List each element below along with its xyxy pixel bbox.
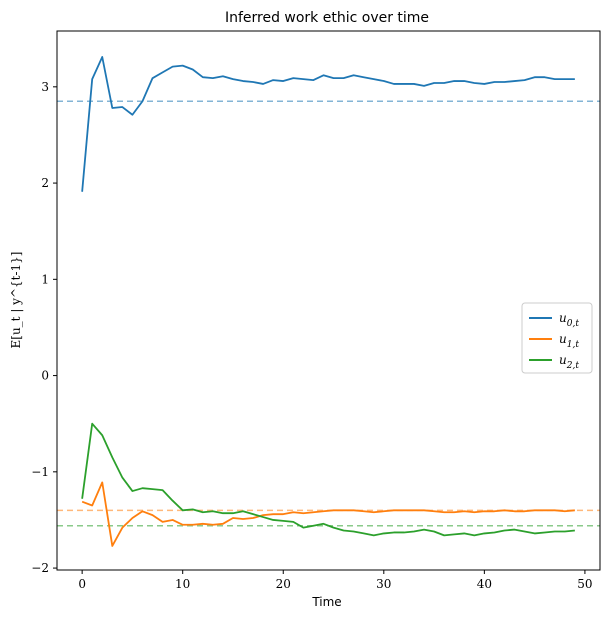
series-line-1 (81, 481, 575, 547)
x-tick-label: 10 (175, 577, 190, 591)
y-tick-label: 3 (41, 80, 49, 94)
x-axis-label: Time (311, 595, 341, 609)
series-lines (81, 56, 575, 547)
legend-label-1: u1,t (559, 332, 579, 350)
axes: 0 10 20 30 40 50 −2 −1 0 1 2 3 (31, 30, 601, 591)
x-tick-label: 30 (376, 577, 391, 591)
x-tick-label: 50 (577, 577, 592, 591)
y-tick-label: 2 (41, 176, 49, 190)
plot-background (57, 31, 600, 570)
legend-label-0: u0,t (559, 311, 579, 329)
legend-box (521, 302, 593, 374)
y-tick-label: 1 (41, 272, 49, 286)
x-tick-label: 40 (477, 577, 492, 591)
legend: u0,t u1,t u2,t (521, 302, 593, 374)
y-tick-label: −2 (31, 561, 49, 575)
y-tick-label: 0 (41, 369, 49, 383)
y-axis-label: E[u_t | y^{t-1}] (9, 252, 23, 349)
chart-title: Inferred work ethic over time (225, 10, 429, 26)
x-tick-label: 20 (276, 577, 291, 591)
legend-label-2: u2,t (559, 353, 579, 371)
series-line-2 (81, 422, 575, 537)
plot-area (57, 31, 600, 570)
axes-frame (56, 30, 601, 571)
x-tick-label: 0 (78, 577, 86, 591)
y-tick-label: −1 (31, 465, 49, 479)
series-line-0 (81, 56, 575, 192)
